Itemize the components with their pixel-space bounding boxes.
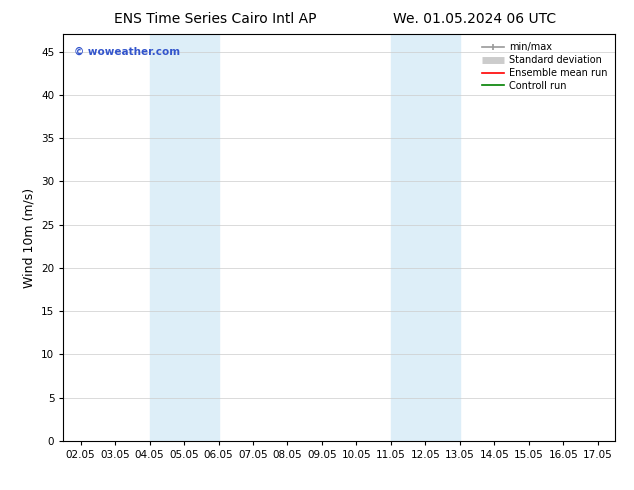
Text: ENS Time Series Cairo Intl AP: ENS Time Series Cairo Intl AP [114, 12, 316, 26]
Text: We. 01.05.2024 06 UTC: We. 01.05.2024 06 UTC [393, 12, 556, 26]
Bar [150, 34, 219, 441]
Text: © woweather.com: © woweather.com [74, 47, 181, 56]
Y-axis label: Wind 10m (m/s): Wind 10m (m/s) [23, 188, 36, 288]
Legend: min/max, Standard deviation, Ensemble mean run, Controll run: min/max, Standard deviation, Ensemble me… [479, 39, 610, 94]
Bar [391, 34, 460, 441]
